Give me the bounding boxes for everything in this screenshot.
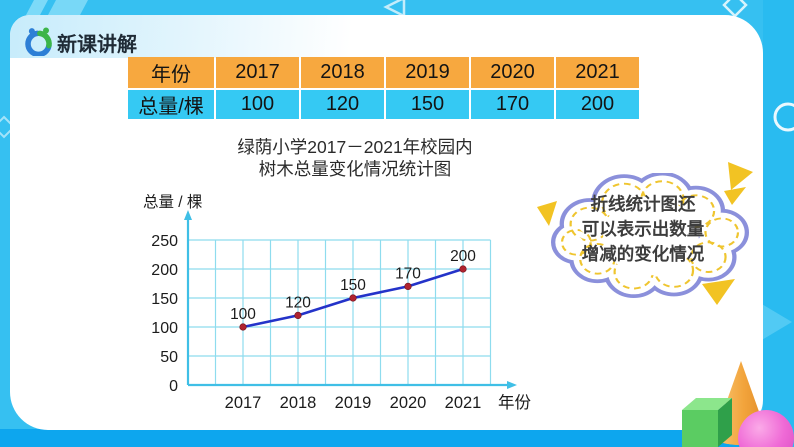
- bottom-bar: [0, 429, 794, 447]
- table-value-cell: 200: [556, 90, 639, 119]
- spark-icon: [702, 279, 735, 305]
- x-tick-label: 2017: [225, 394, 262, 412]
- y-axis-arrow-icon: [184, 210, 192, 220]
- line-chart: 总量 / 棵 0 50 100 150 200 250 2017 2018 2019 2020 20…: [140, 188, 540, 424]
- cloud-bump: [698, 248, 718, 266]
- y-tick-label: 100: [151, 320, 178, 337]
- cloud-bump: [713, 224, 731, 240]
- y-axis-title: 总量 / 棵: [143, 194, 203, 211]
- x-axis-arrow-icon: [507, 381, 517, 389]
- cube-icon: [682, 398, 732, 447]
- circle-outline-icon: [773, 102, 794, 132]
- x-tick-label: 2021: [445, 394, 482, 412]
- chart-title: 绿荫小学2017－2021年校园内 树木总量变化情况统计图: [140, 136, 570, 180]
- spark-icon: [728, 162, 753, 190]
- table-value-cell: 170: [471, 90, 554, 119]
- table-header-cell: 2018: [301, 57, 384, 88]
- sphere-icon: [738, 410, 794, 447]
- data-point: [404, 282, 412, 290]
- table-value-cell: 120: [301, 90, 384, 119]
- table-value-cell: 150: [386, 90, 469, 119]
- right-bar: [763, 0, 794, 447]
- x-axis-title: 年份: [498, 393, 532, 412]
- cloud-bump: [560, 228, 592, 256]
- right-bar-ornaments: [763, 102, 794, 340]
- geometry-shapes: [682, 361, 794, 447]
- data-point: [294, 311, 302, 319]
- y-tick-label: 50: [160, 349, 178, 366]
- table-header-cell: 2019: [386, 57, 469, 88]
- speech-bubble-cloud: [551, 173, 749, 298]
- spark-icon: [724, 187, 746, 205]
- section-badge: 新课讲解: [57, 34, 137, 56]
- data-point-label: 150: [340, 277, 366, 294]
- table-value-cell: 100: [216, 90, 299, 119]
- arrow-right-icon: [763, 304, 792, 340]
- data-point: [349, 294, 357, 302]
- x-tick-label: 2020: [390, 394, 427, 412]
- table-header-cell: 2017: [216, 57, 299, 88]
- data-point-label: 100: [230, 306, 256, 323]
- data-point-label: 170: [395, 265, 421, 282]
- x-tick-label: 2018: [280, 394, 317, 412]
- diamond-outline-icon: [722, 0, 748, 18]
- data-point-label: 120: [285, 294, 311, 311]
- data-table: 年份 2017 2018 2019 2020 2021 总量/棵 100 120…: [128, 57, 639, 119]
- line-chart-svg: 0 50 100 150 200 250 2017 2018 2019 2020 2021 年份 100…: [151, 210, 532, 412]
- triangle-outline-icon: [383, 0, 406, 19]
- bubble-line: 折线统计图还: [590, 194, 696, 214]
- cloud-bump: [587, 250, 607, 268]
- x-tick-label: 2019: [335, 394, 372, 412]
- data-point: [239, 323, 247, 331]
- spark-icon: [537, 201, 557, 226]
- y-tick-label: 200: [151, 262, 178, 279]
- header-band: [10, 15, 410, 58]
- y-tick-label: 150: [151, 291, 178, 308]
- data-point: [459, 265, 467, 273]
- table-header-cell: 2021: [556, 57, 639, 88]
- cloud-bump: [603, 196, 695, 276]
- table-header-year-label: 年份: [128, 57, 214, 88]
- cloud-bump: [578, 214, 602, 235]
- table-row-label: 总量/棵: [128, 90, 214, 119]
- bubble-line: 增减的变化情况: [581, 244, 705, 264]
- y-tick-label: 0: [169, 378, 178, 395]
- cloud-bump: [685, 201, 707, 221]
- table-header-cell: 2020: [471, 57, 554, 88]
- data-point-label: 200: [450, 248, 476, 265]
- bubble-text: 折线统计图还 可以表示出数量 增减的变化情况: [553, 192, 733, 267]
- chart-title-line2: 树木总量变化情况统计图: [258, 159, 452, 179]
- bubble-line: 可以表示出数量: [581, 219, 705, 239]
- logo-icon: [25, 27, 52, 56]
- spark-triangles: [537, 162, 753, 305]
- y-tick-label: 250: [151, 233, 178, 250]
- chart-title-line1: 绿荫小学2017－2021年校园内: [237, 137, 473, 157]
- cloud-bump: [690, 241, 727, 273]
- cloud-bump: [569, 236, 584, 249]
